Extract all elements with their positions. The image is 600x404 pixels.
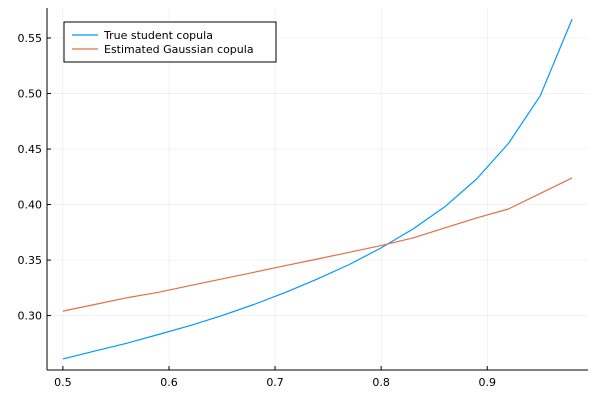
series-line-1 xyxy=(62,177,573,312)
x-tick-label-0: 0.5 xyxy=(54,376,72,389)
y-tick-label-4: 0.50 xyxy=(18,88,43,101)
x-tick-label-4: 0.9 xyxy=(478,376,496,389)
y-tick-label-0: 0.30 xyxy=(18,310,43,323)
x-tick-label-1: 0.6 xyxy=(160,376,178,389)
legend-box xyxy=(63,21,277,63)
series-layer xyxy=(62,18,573,360)
y-tick-label-2: 0.40 xyxy=(18,199,43,212)
series-line-0 xyxy=(62,18,573,360)
x-tick-label-3: 0.8 xyxy=(372,376,390,389)
y-tick-label-3: 0.45 xyxy=(18,143,43,156)
x-tick-label-2: 0.7 xyxy=(266,376,284,389)
y-tick-label-5: 0.55 xyxy=(18,32,43,45)
axes-layer: 0.5 0.6 0.7 0.8 0.9 0.30 0.35 0.40 0.45 0.50 0.55 xyxy=(18,8,588,389)
legend-label-1: Estimated Gaussian copula xyxy=(104,43,254,56)
legend-label-0: True student copula xyxy=(103,29,213,42)
y-tick-label-1: 0.35 xyxy=(18,254,43,267)
